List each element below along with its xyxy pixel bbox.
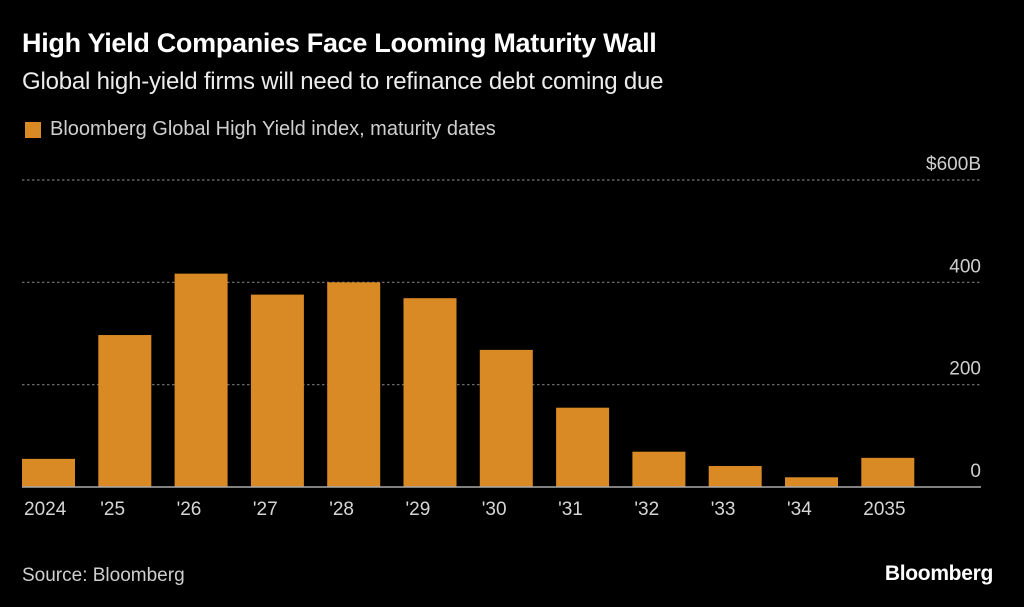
bar — [98, 335, 152, 487]
x-tick-label: '25 — [100, 499, 125, 520]
bar — [250, 294, 304, 487]
legend-swatch — [25, 121, 41, 138]
bar — [556, 407, 610, 487]
x-tick-label: '30 — [482, 499, 507, 520]
y-tick-label: 400 — [949, 256, 981, 277]
bar — [785, 477, 838, 487]
x-axis-ticks: 2024 '25 '26 '27 '28 '29 '30 '31 '32 '33 '34 2035 — [24, 499, 906, 520]
x-tick-label: 2024 — [24, 499, 67, 520]
x-tick-label: '29 — [406, 499, 431, 520]
source-note: Source: Bloomberg — [22, 565, 185, 586]
bar — [22, 458, 75, 487]
y-tick-label: 200 — [949, 359, 981, 380]
x-tick-label: '26 — [177, 499, 202, 520]
bar — [327, 282, 381, 487]
x-tick-label: 2035 — [863, 499, 905, 520]
x-tick-label: '34 — [787, 499, 812, 520]
bar — [632, 451, 686, 487]
bar — [174, 273, 228, 487]
bar — [479, 349, 533, 487]
bar — [403, 298, 457, 487]
bar — [708, 466, 762, 487]
legend-label: Bloomberg Global High Yield index, matur… — [50, 118, 496, 140]
x-tick-label: '33 — [711, 499, 736, 520]
x-tick-label: '31 — [558, 499, 583, 520]
x-tick-label: '32 — [634, 499, 659, 520]
bars — [22, 273, 915, 487]
y-tick-label: 0 — [970, 461, 981, 482]
x-tick-label: '28 — [329, 499, 354, 520]
y-axis-ticks: 0 200 400 $600B — [926, 154, 981, 482]
chart-title: High Yield Companies Face Looming Maturi… — [22, 28, 657, 58]
y-tick-label: $600B — [926, 154, 981, 175]
bloomberg-logo: Bloomberg — [884, 562, 993, 585]
x-tick-label: '27 — [253, 499, 278, 520]
legend: Bloomberg Global High Yield index, matur… — [25, 118, 496, 141]
chart-subtitle: Global high-yield firms will need to ref… — [22, 68, 664, 95]
bar — [861, 457, 915, 487]
